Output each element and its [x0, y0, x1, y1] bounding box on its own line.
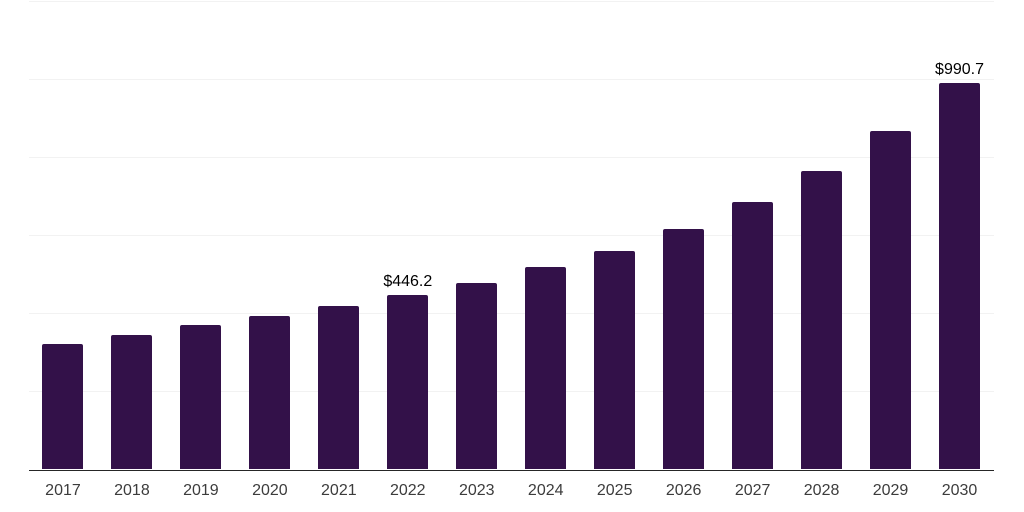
- x-tick-label-2027: 2027: [734, 482, 771, 499]
- bar-2024: [525, 267, 567, 470]
- x-tick-label-2028: 2028: [803, 482, 840, 499]
- bar-2025: [594, 250, 636, 470]
- x-axis-line: [28, 469, 994, 471]
- x-tick-label-2017: 2017: [45, 482, 81, 499]
- x-tick-label-2024: 2024: [527, 482, 564, 499]
- bar-2019: [180, 324, 222, 470]
- gridline: [28, 390, 994, 392]
- bar-2029: [870, 131, 912, 470]
- data-label-2030: $990.7: [935, 60, 984, 78]
- gridline: [28, 312, 994, 314]
- bar-2020: [249, 315, 291, 470]
- gridline: [28, 156, 994, 158]
- bar-2018: [111, 334, 153, 470]
- data-label-2022: $446.2: [383, 273, 433, 291]
- bar-2027: [732, 202, 774, 470]
- x-tick-label-2025: 2025: [596, 482, 633, 499]
- x-tick-label-2026: 2026: [665, 482, 702, 499]
- bar-2028: [801, 170, 843, 470]
- gridline: [28, 78, 994, 80]
- x-tick-label-2021: 2021: [321, 482, 357, 499]
- gridline: [28, 234, 994, 236]
- x-tick-label-2018: 2018: [114, 482, 150, 499]
- bar-2023: [456, 282, 498, 470]
- bar-2026: [663, 228, 705, 470]
- gridline: [28, 0, 994, 2]
- bar-2017: [42, 343, 84, 470]
- x-tick-label-2029: 2029: [872, 482, 909, 499]
- bar-2021: [318, 306, 360, 470]
- x-tick-label-2020: 2020: [252, 482, 288, 499]
- x-tick-label-2019: 2019: [183, 482, 219, 499]
- x-tick-label-2023: 2023: [458, 482, 495, 499]
- bar-2022: [387, 295, 429, 470]
- bar-2030: [939, 82, 981, 470]
- x-tick-label-2022: 2022: [389, 482, 426, 499]
- x-tick-label-2030: 2030: [941, 482, 978, 499]
